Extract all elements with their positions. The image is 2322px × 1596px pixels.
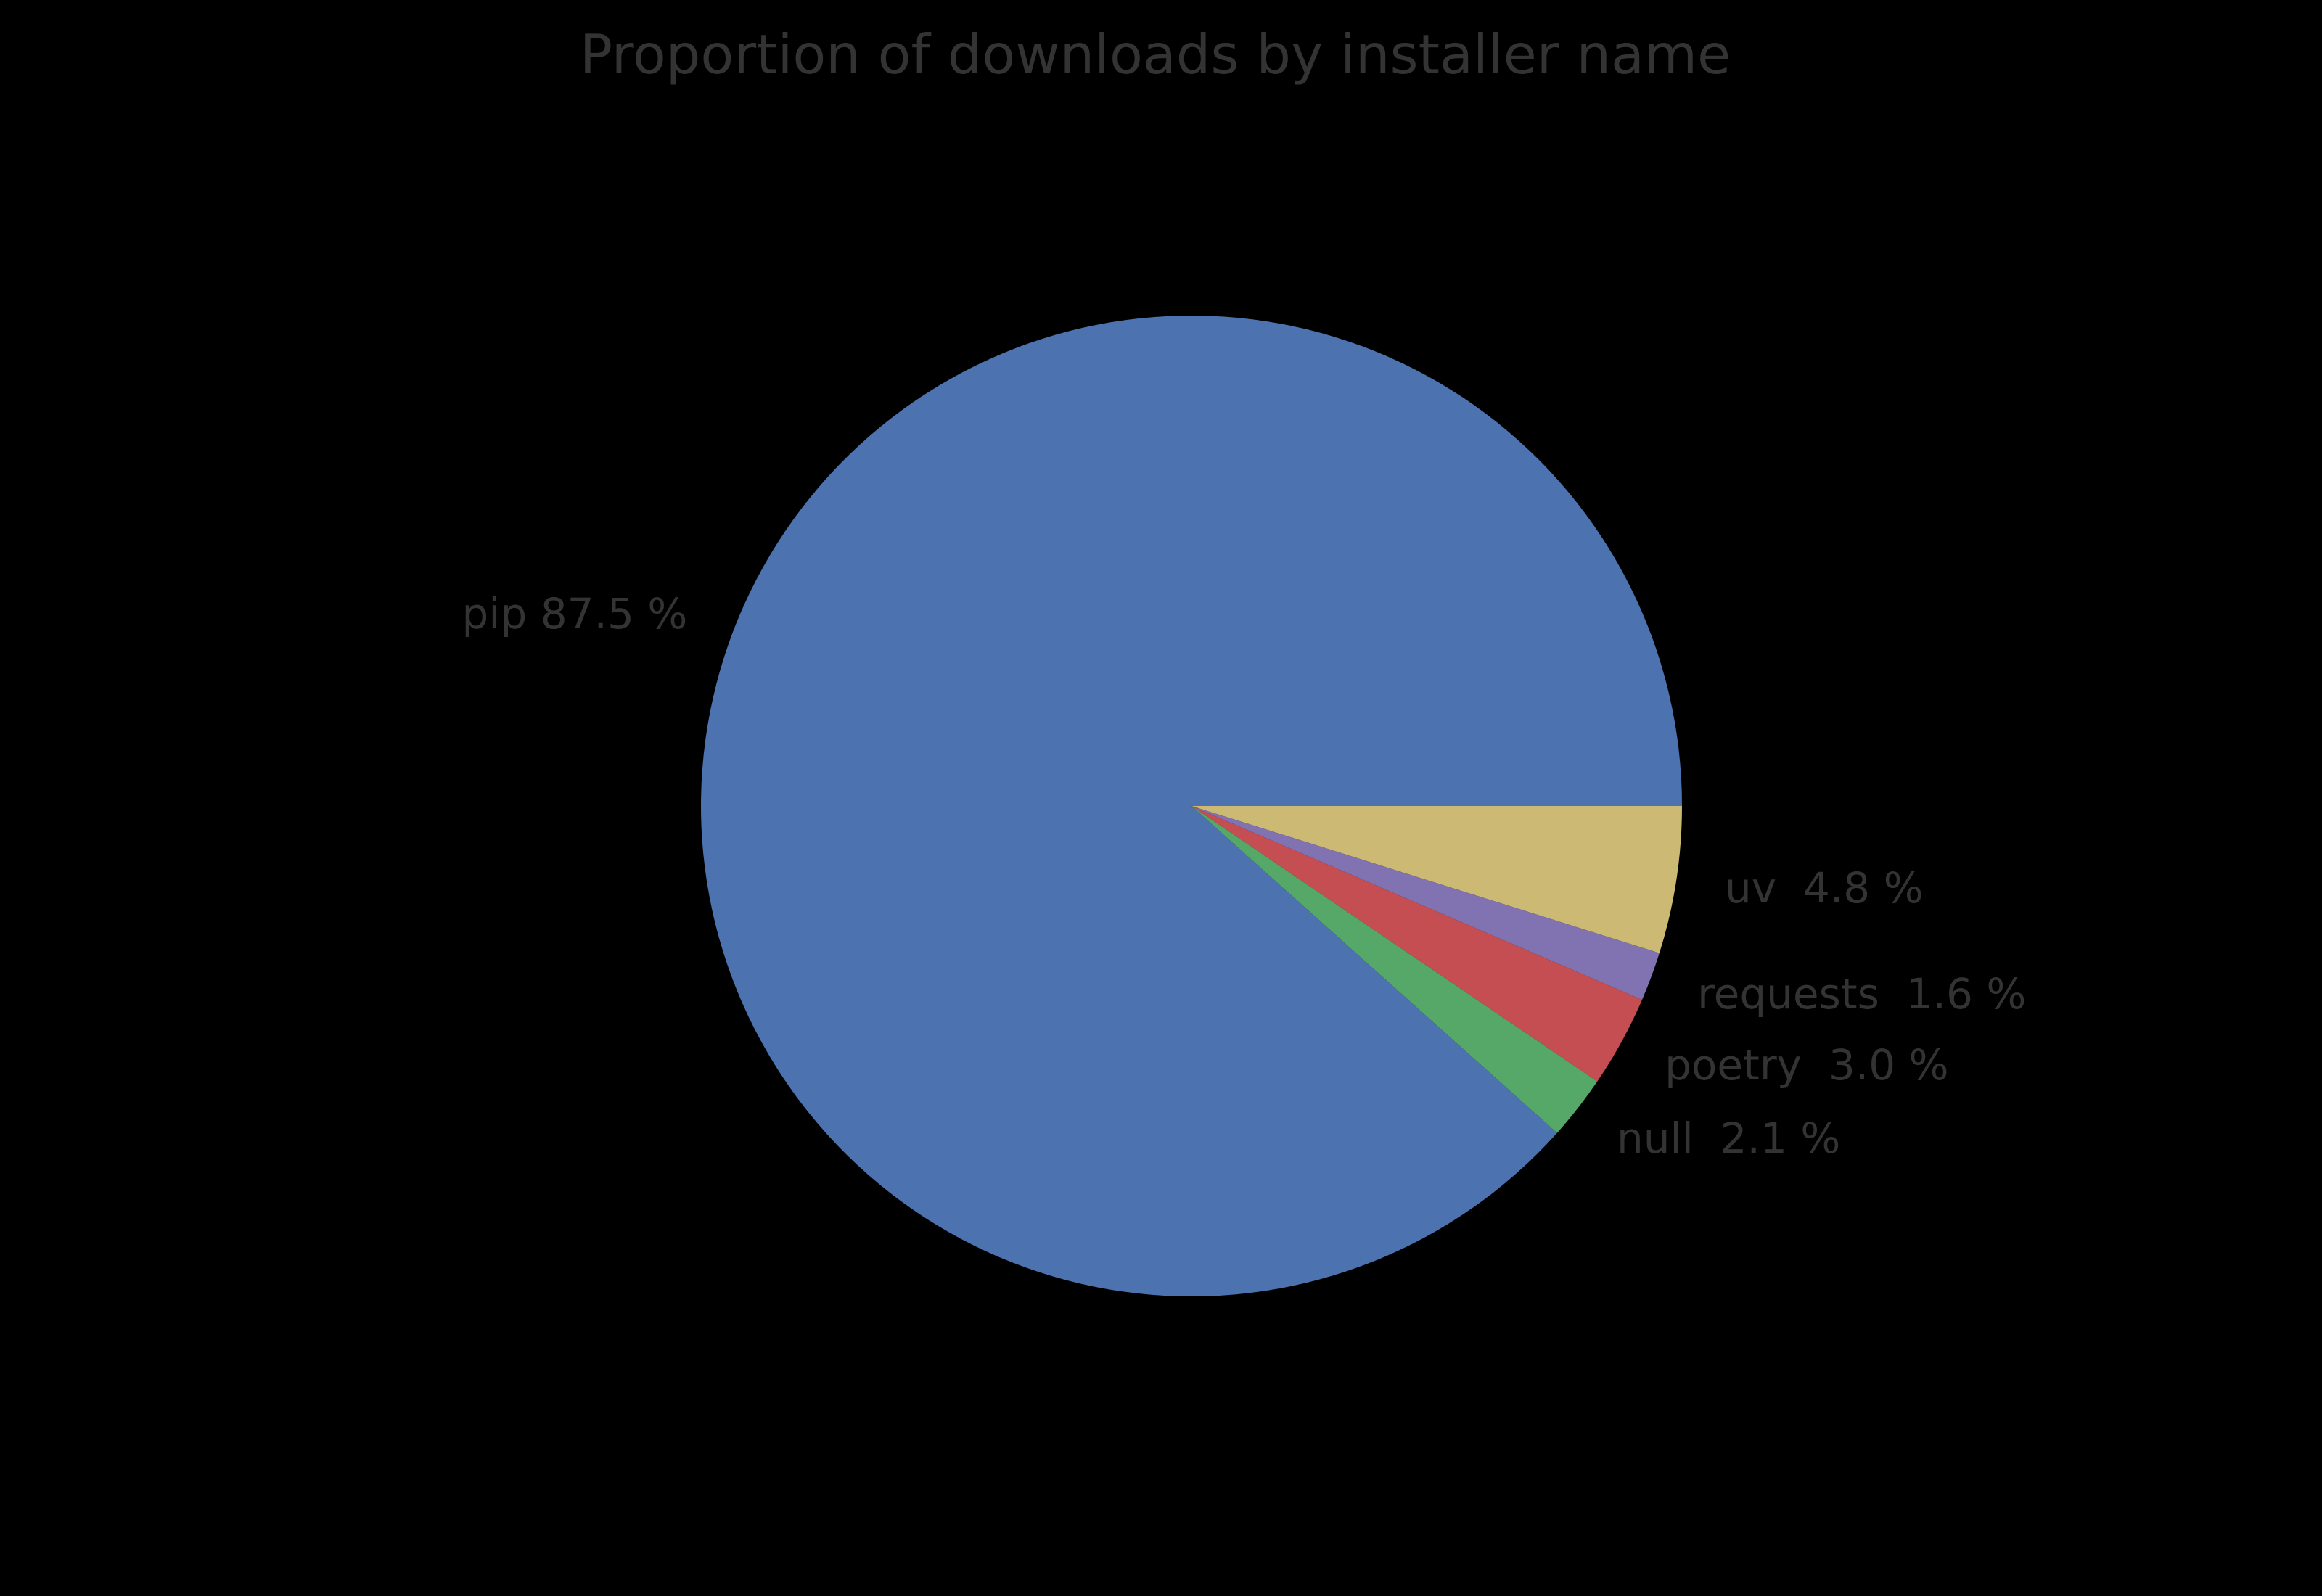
slice-label-null: null 2.1 % bbox=[1617, 1113, 1841, 1163]
chart-title: Proportion of downloads by installer nam… bbox=[579, 22, 1731, 86]
pie-slice-pip bbox=[701, 316, 1683, 1297]
slice-label-uv: uv 4.8 % bbox=[1725, 863, 1924, 913]
pie-slice-requests bbox=[1191, 806, 1660, 1000]
pie-slice-null bbox=[1191, 806, 1598, 1133]
slice-label-requests: requests 1.6 % bbox=[1697, 968, 2027, 1019]
pie-slice-poetry bbox=[1191, 806, 1642, 1082]
slice-label-poetry: poetry 3.0 % bbox=[1665, 1040, 1949, 1090]
slice-label-pip: pip 87.5 % bbox=[461, 588, 688, 638]
pie-slice-uv bbox=[1191, 806, 1682, 953]
